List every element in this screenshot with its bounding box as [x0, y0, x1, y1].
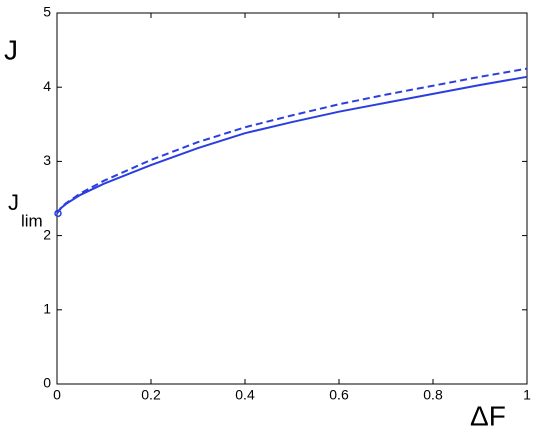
y-tick-label: 2	[43, 226, 51, 242]
annotation: J	[8, 190, 19, 215]
annotation-subscript: lim	[21, 211, 43, 230]
x-tick-label: 0.8	[423, 387, 443, 403]
y-tick-label: 3	[43, 152, 51, 168]
x-tick-label: 0.6	[329, 387, 349, 403]
x-tick-label: 1	[523, 387, 531, 403]
line-series	[56, 67, 528, 214]
x-tick-label: 0.2	[141, 387, 161, 403]
x-axis-label: ΔF	[470, 400, 506, 431]
y-tick-label: 0	[43, 375, 51, 391]
y-tick-label: 5	[43, 4, 51, 20]
y-tick-label: 1	[43, 301, 51, 317]
plot-area	[56, 12, 528, 385]
x-tick-label: 0.4	[235, 387, 255, 403]
y-tick-label: 4	[43, 78, 51, 94]
y-axis-label: J	[4, 34, 18, 65]
x-tick-label: 0	[53, 387, 61, 403]
